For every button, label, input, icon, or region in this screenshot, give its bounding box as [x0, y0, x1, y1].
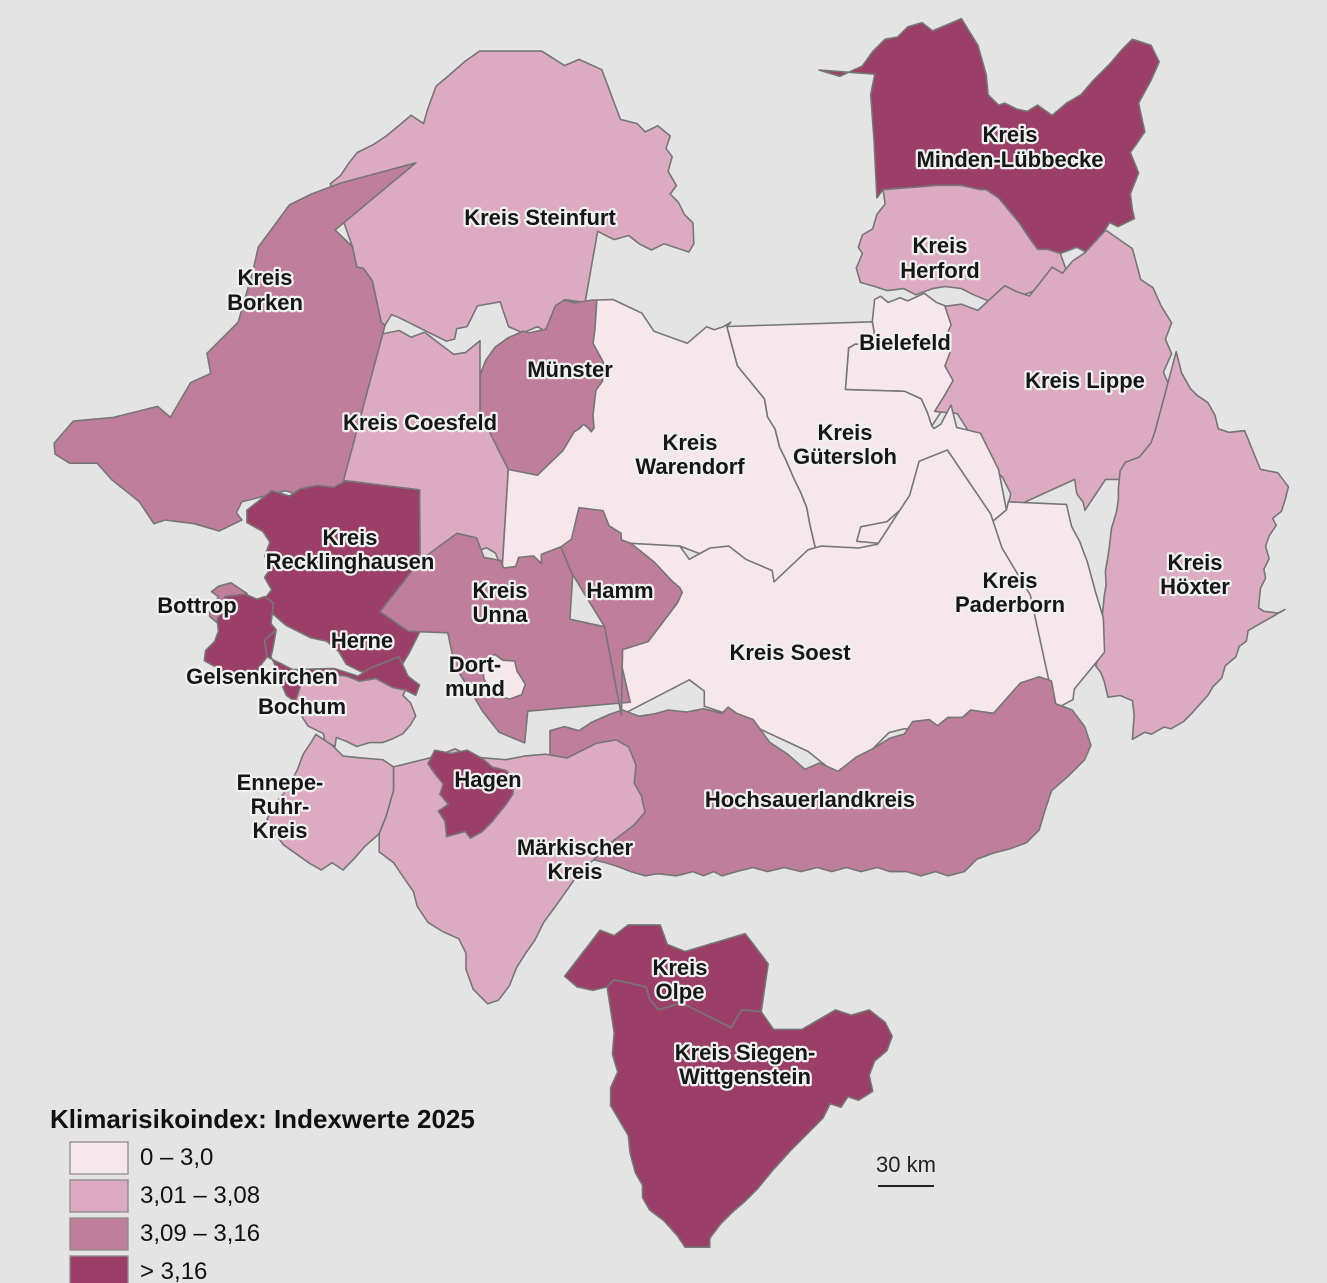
svg-text:Märkischer: Märkischer — [517, 835, 634, 860]
svg-text:Warendorf: Warendorf — [635, 454, 745, 479]
svg-text:Kreis: Kreis — [237, 265, 292, 290]
svg-text:Kreis: Kreis — [252, 818, 307, 843]
svg-text:Kreis Lippe: Kreis Lippe — [1025, 368, 1145, 393]
svg-text:Recklinghausen: Recklinghausen — [266, 549, 435, 574]
svg-text:Kreis: Kreis — [652, 955, 707, 980]
svg-text:Kreis Steinfurt: Kreis Steinfurt — [464, 205, 616, 230]
svg-text:Gütersloh: Gütersloh — [793, 444, 897, 469]
svg-text:Bielefeld: Bielefeld — [859, 330, 951, 355]
svg-text:Olpe: Olpe — [656, 979, 705, 1004]
svg-text:Borken: Borken — [227, 290, 303, 315]
svg-text:Kreis: Kreis — [472, 578, 527, 603]
svg-text:3,01 – 3,08: 3,01 – 3,08 — [140, 1182, 260, 1209]
svg-text:Kreis Siegen-: Kreis Siegen- — [675, 1040, 816, 1065]
svg-text:Kreis: Kreis — [547, 859, 602, 884]
svg-text:Kreis: Kreis — [1167, 550, 1222, 575]
svg-text:Herford: Herford — [900, 258, 979, 283]
svg-text:Klimarisikoindex: Indexwerte 2: Klimarisikoindex: Indexwerte 2025 — [50, 1104, 475, 1134]
svg-text:0 – 3,0: 0 – 3,0 — [140, 1144, 213, 1171]
svg-text:Hamm: Hamm — [586, 578, 653, 603]
svg-text:Herne: Herne — [331, 628, 393, 653]
svg-text:Kreis: Kreis — [322, 525, 377, 550]
svg-text:Höxter: Höxter — [1160, 574, 1230, 599]
svg-text:3,09 – 3,16: 3,09 – 3,16 — [140, 1220, 260, 1247]
svg-text:Bottrop: Bottrop — [157, 593, 236, 618]
svg-text:Gelsenkirchen: Gelsenkirchen — [186, 664, 338, 689]
svg-text:Münster: Münster — [527, 357, 613, 382]
svg-text:Kreis: Kreis — [662, 430, 717, 455]
svg-text:Ennepe-: Ennepe- — [237, 770, 324, 795]
svg-text:Unna: Unna — [473, 602, 529, 627]
svg-text:Hochsauerlandkreis: Hochsauerlandkreis — [705, 787, 915, 812]
svg-text:Kreis Coesfeld: Kreis Coesfeld — [343, 410, 497, 435]
svg-text:Kreis: Kreis — [982, 568, 1037, 593]
svg-text:Minden-Lübbecke: Minden-Lübbecke — [916, 147, 1103, 172]
svg-text:Hagen: Hagen — [454, 767, 521, 792]
svg-text:Bochum: Bochum — [258, 694, 346, 719]
svg-text:Ruhr-: Ruhr- — [251, 794, 310, 819]
svg-text:Dort-: Dort- — [449, 652, 502, 677]
svg-text:mund: mund — [445, 676, 505, 701]
svg-text:Wittgenstein: Wittgenstein — [679, 1064, 811, 1089]
svg-text:> 3,16: > 3,16 — [140, 1258, 207, 1283]
svg-text:Kreis Soest: Kreis Soest — [729, 640, 851, 665]
svg-text:Paderborn: Paderborn — [955, 592, 1065, 617]
svg-text:Kreis: Kreis — [982, 122, 1037, 147]
svg-text:Kreis: Kreis — [817, 420, 872, 445]
svg-text:30 km: 30 km — [876, 1152, 936, 1177]
svg-text:Kreis: Kreis — [912, 233, 967, 258]
